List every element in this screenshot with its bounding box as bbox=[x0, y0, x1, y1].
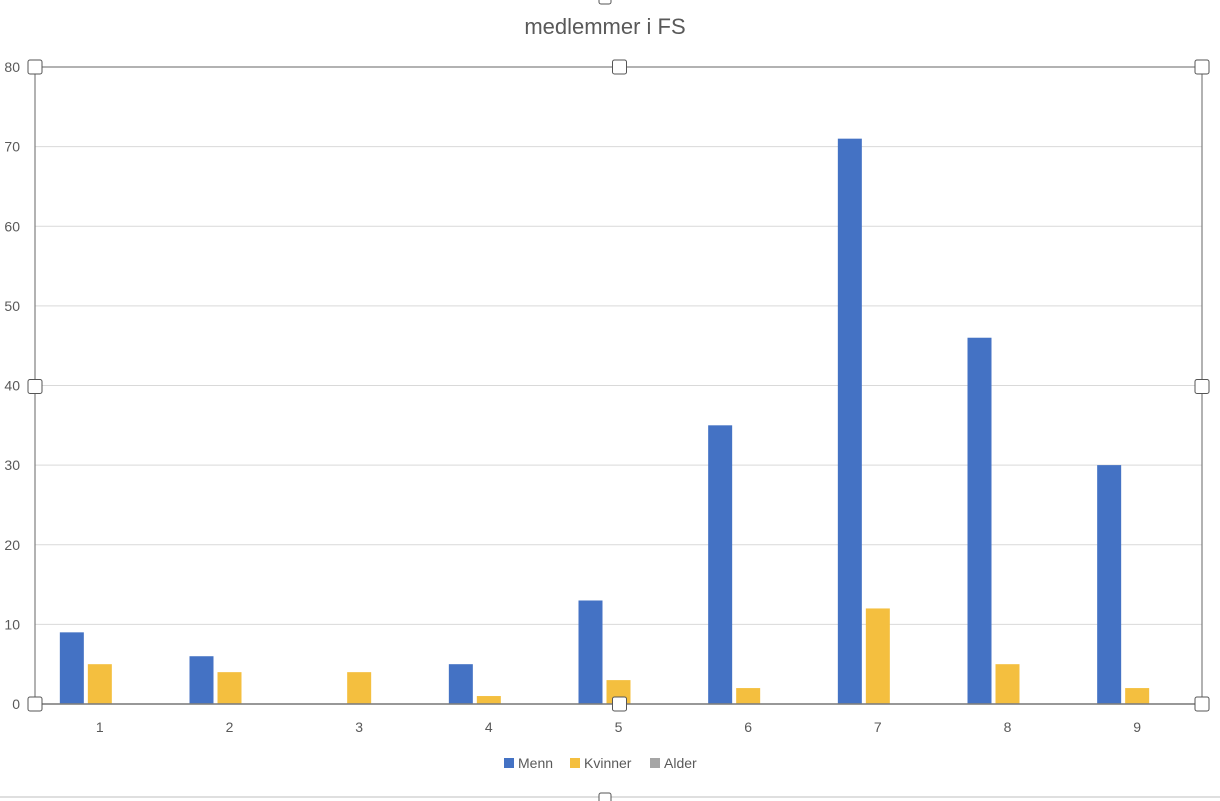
x-tick-label: 3 bbox=[355, 719, 363, 735]
y-tick-label: 80 bbox=[4, 59, 20, 75]
bar-kvinner-4 bbox=[476, 696, 501, 704]
legend: Menn Kvinner Alder bbox=[504, 755, 697, 771]
resize-handle[interactable] bbox=[612, 59, 627, 75]
chart-resize-handle[interactable] bbox=[598, 0, 612, 5]
chart-title: medlemmer i FS bbox=[524, 14, 685, 39]
bar-menn-9 bbox=[1097, 465, 1122, 704]
legend-swatch-alder bbox=[650, 758, 660, 768]
bar-kvinner-3 bbox=[347, 672, 372, 704]
bar-kvinner-6 bbox=[736, 688, 761, 704]
bar-menn-8 bbox=[967, 337, 992, 704]
bar-kvinner-1 bbox=[87, 664, 112, 704]
resize-handle[interactable] bbox=[612, 696, 627, 712]
resize-handle[interactable] bbox=[27, 696, 43, 712]
selection-handles[interactable] bbox=[27, 0, 1210, 801]
x-tick-label: 8 bbox=[1004, 719, 1012, 735]
y-tick-label: 10 bbox=[4, 616, 20, 632]
legend-swatch-kvinner bbox=[570, 758, 580, 768]
x-tick-label: 7 bbox=[874, 719, 882, 735]
y-tick-label: 30 bbox=[4, 457, 20, 473]
resize-handle[interactable] bbox=[1194, 696, 1210, 712]
chart-resize-handle[interactable] bbox=[598, 792, 612, 801]
bar-kvinner-7 bbox=[865, 608, 890, 704]
resize-handle[interactable] bbox=[27, 379, 43, 394]
bar-menn-7 bbox=[837, 138, 862, 705]
legend-swatch-menn bbox=[504, 758, 514, 768]
legend-label-kvinner: Kvinner bbox=[584, 755, 632, 771]
bar-kvinner-9 bbox=[1125, 688, 1150, 704]
bar-menn-6 bbox=[708, 425, 733, 704]
legend-label-menn: Menn bbox=[518, 755, 553, 771]
y-tick-label: 50 bbox=[4, 298, 20, 314]
x-tick-label: 1 bbox=[96, 719, 104, 735]
y-tick-label: 0 bbox=[12, 696, 20, 712]
x-tick-label: 4 bbox=[485, 719, 493, 735]
x-tick-label: 5 bbox=[615, 719, 623, 735]
resize-handle[interactable] bbox=[1194, 379, 1210, 394]
resize-handle[interactable] bbox=[1194, 59, 1210, 75]
bar-kvinner-8 bbox=[995, 664, 1020, 704]
bar-menn-5 bbox=[578, 600, 603, 704]
y-tick-label: 20 bbox=[4, 537, 20, 553]
bar-menn-1 bbox=[59, 632, 84, 704]
x-tick-label: 2 bbox=[226, 719, 234, 735]
bar-kvinner-2 bbox=[217, 672, 242, 704]
bar-menn-4 bbox=[448, 664, 473, 704]
legend-label-alder: Alder bbox=[664, 755, 697, 771]
x-tick-label: 6 bbox=[744, 719, 752, 735]
bar-menn-2 bbox=[189, 656, 214, 704]
bars bbox=[59, 138, 1150, 705]
resize-handle[interactable] bbox=[27, 59, 43, 75]
y-tick-label: 40 bbox=[4, 378, 20, 394]
x-tick-label: 9 bbox=[1133, 719, 1141, 735]
y-tick-label: 70 bbox=[4, 139, 20, 155]
gridlines bbox=[35, 146, 1202, 625]
y-tick-label: 60 bbox=[4, 218, 20, 234]
